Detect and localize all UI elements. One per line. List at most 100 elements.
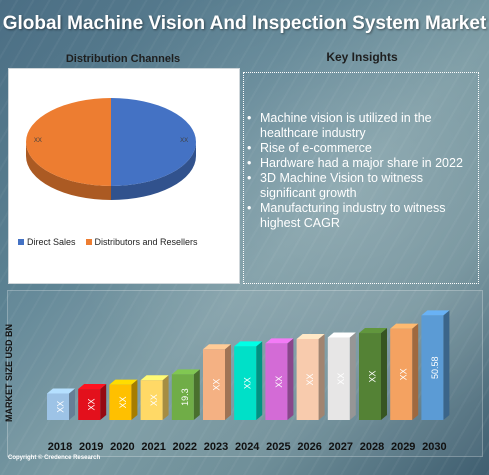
bar-side	[381, 328, 387, 420]
bar-front	[234, 346, 257, 420]
bar-side	[412, 323, 419, 420]
bar-top	[421, 310, 450, 316]
pie-slice-0	[111, 98, 196, 186]
x-tick-label-2027: 2027	[329, 441, 353, 453]
bar-data-label-2025: XX	[274, 376, 284, 388]
bar-front	[296, 338, 319, 420]
x-tick-label-2023: 2023	[204, 441, 228, 453]
x-tick-label-2018: 2018	[48, 441, 72, 453]
pie-chart: XX XX	[26, 98, 196, 200]
bar-top	[47, 388, 75, 394]
bar-top	[359, 328, 387, 334]
copyright-text: Copyright © Credence Research	[8, 455, 101, 461]
insight-item: 3D Machine Vision to witness significant…	[247, 171, 474, 201]
bar-top	[109, 379, 138, 385]
bar-2022	[171, 369, 200, 420]
legend-swatch-direct-sales	[18, 239, 24, 245]
x-tick-label-2025: 2025	[266, 441, 290, 453]
legend-item-distributors: Distributors and Resellers	[85, 237, 198, 247]
x-tick-label-2028: 2028	[360, 441, 384, 453]
bar-front	[327, 337, 350, 420]
x-tick-label-2024: 2024	[235, 441, 260, 453]
bar-top	[265, 338, 294, 344]
pie-slice-1	[26, 98, 111, 186]
bar-data-label-2029: XX	[399, 368, 409, 380]
pie-legend: Direct Sales Distributors and Resellers	[18, 237, 198, 247]
bar-data-label-2020: XX	[118, 396, 128, 408]
bar-side	[225, 344, 231, 420]
bar-top	[78, 384, 107, 390]
bar-2021	[140, 375, 169, 420]
bar-top	[234, 341, 263, 347]
insight-item: Hardware had a major share in 2022	[247, 156, 474, 171]
bar-front	[47, 393, 69, 420]
bar-side	[256, 341, 263, 420]
bar-2019	[78, 384, 107, 420]
insight-item: Machine vision is utilized in the health…	[247, 111, 474, 141]
bar-front	[203, 349, 225, 420]
bar-side	[349, 332, 356, 420]
x-tick-label-2030: 2030	[422, 441, 446, 453]
bar-front	[359, 333, 381, 420]
bar-2018	[47, 388, 75, 420]
bar-2028	[359, 328, 387, 420]
bar-front	[171, 374, 194, 420]
x-tick-label-2022: 2022	[173, 441, 197, 453]
key-insights-subtitle: Key Insights	[326, 50, 398, 64]
bar-front	[421, 315, 444, 420]
bar-front	[109, 384, 132, 420]
bar-front	[265, 343, 288, 420]
x-tick-label-2021: 2021	[141, 441, 165, 453]
bar-side	[193, 369, 200, 420]
legend-item-direct-sales: Direct Sales	[18, 237, 76, 247]
legend-label-distributors: Distributors and Resellers	[94, 237, 198, 247]
bar-data-label-2021: XX	[149, 394, 159, 406]
bar-data-label-2024: XX	[243, 377, 253, 389]
distribution-subtitle: Distribution Channels	[65, 53, 181, 65]
bar-front	[78, 389, 101, 420]
legend-label-direct-sales: Direct Sales	[27, 237, 76, 247]
bar-side	[443, 310, 450, 420]
bar-2029	[390, 323, 419, 420]
bar-2027	[327, 332, 356, 420]
insights-list: Machine vision is utilized in the health…	[244, 111, 478, 231]
bar-side	[318, 333, 325, 420]
bar-data-label-2027: XX	[336, 373, 346, 385]
bar-front	[390, 328, 413, 420]
legend-swatch-distributors	[85, 239, 92, 245]
bar-data-label-2018: XX	[55, 401, 65, 413]
bar-data-label-2030: 50.58	[430, 356, 440, 379]
bar-side	[287, 338, 294, 420]
bar-top	[171, 369, 200, 375]
x-tick-label-2019: 2019	[79, 441, 103, 453]
bar-side	[69, 388, 75, 420]
pie-data-label-1: XX	[34, 138, 42, 144]
insight-item: Manufacturing industry to witness highes…	[247, 201, 474, 231]
bar-data-label-2023: XX	[211, 379, 221, 391]
key-insights-box: Machine vision is utilized in the health…	[243, 72, 479, 284]
bar-top	[296, 333, 325, 339]
bar-2025	[265, 338, 294, 420]
pie-slice-side-1	[26, 142, 111, 200]
bar-top	[203, 344, 231, 350]
bar-top	[390, 323, 419, 329]
bar-data-label-2028: XX	[367, 371, 377, 383]
bar-top	[140, 375, 169, 381]
bar-side	[131, 379, 138, 420]
bar-2030	[421, 310, 450, 420]
y-axis-label: MARKET SIZE USD BN	[4, 323, 14, 422]
x-tick-label-2026: 2026	[297, 441, 321, 453]
bar-2026	[296, 333, 325, 420]
bar-data-label-2022: 19.3	[180, 388, 190, 406]
bar-data-label-2019: XX	[87, 399, 97, 411]
bar-data-label-2026: XX	[305, 373, 315, 385]
pie-data-label-0: XX	[180, 138, 188, 144]
bar-front	[140, 380, 163, 420]
pie-slice-side-0	[111, 142, 196, 200]
bar-2023	[203, 344, 231, 420]
bar-side	[162, 375, 169, 420]
bar-side	[100, 384, 107, 420]
bar-top	[327, 332, 356, 338]
